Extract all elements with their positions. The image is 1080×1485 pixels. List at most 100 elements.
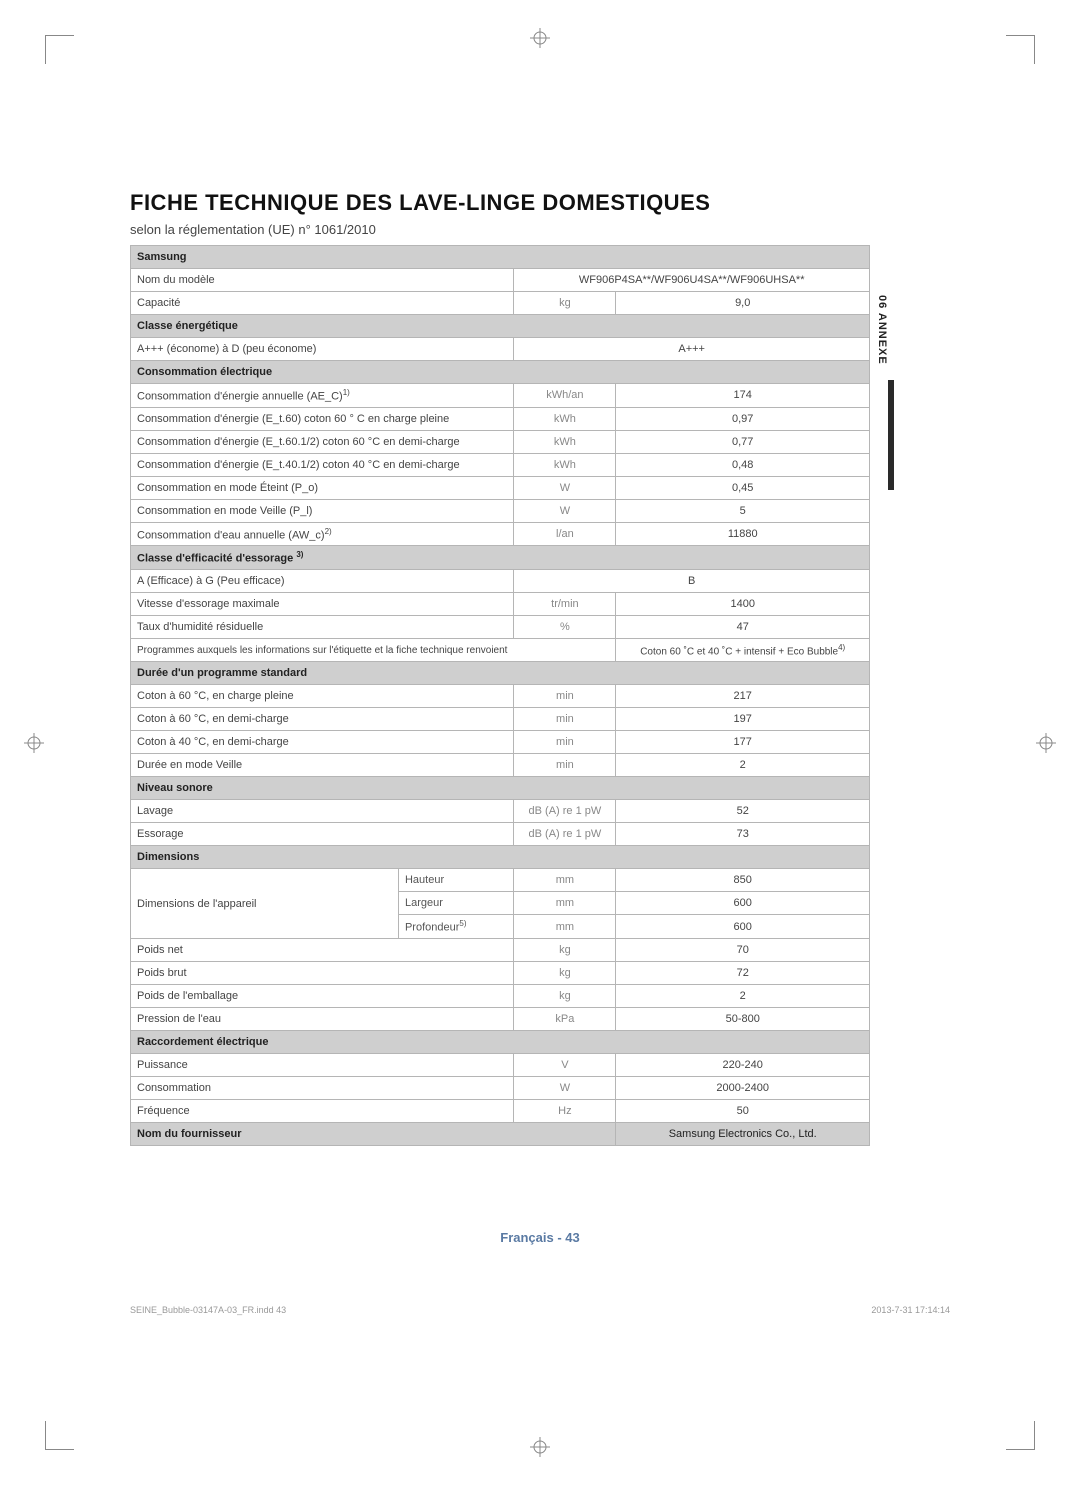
standby-dur-unit: min	[514, 754, 616, 777]
programs-value: Coton 60 ˚C et 40 ˚C + intensif + Eco Bu…	[616, 638, 870, 661]
spin-speed-value: 1400	[616, 592, 870, 615]
page-content: FICHE TECHNIQUE DES LAVE-LINGE DOMESTIQU…	[130, 190, 870, 1146]
electrical-header: Raccordement électrique	[131, 1030, 870, 1053]
et40-half-value: 0,48	[616, 453, 870, 476]
et60-half-value: 0,77	[616, 430, 870, 453]
et60-label: Consommation d'énergie (E_t.60) coton 60…	[131, 407, 514, 430]
pack-weight-label: Poids de l'emballage	[131, 984, 514, 1007]
consumption-value: 2000-2400	[616, 1076, 870, 1099]
cot40-half-unit: min	[514, 731, 616, 754]
dimensions-group-label: Dimensions de l'appareil	[131, 869, 399, 939]
water-label: Consommation d'eau annuelle (AW_c)2)	[131, 522, 514, 546]
cot60-full-label: Coton à 60 °C, en charge pleine	[131, 685, 514, 708]
cot60-full-value: 217	[616, 685, 870, 708]
spin-class-header: Classe d'efficacité d'essorage 3)	[131, 546, 870, 570]
voltage-unit: V	[514, 1053, 616, 1076]
wash-noise-value: 52	[616, 800, 870, 823]
page-subtitle: selon la réglementation (UE) n° 1061/201…	[130, 222, 870, 237]
cot60-full-unit: min	[514, 685, 616, 708]
humidity-value: 47	[616, 615, 870, 638]
capacity-unit: kg	[514, 292, 616, 315]
wash-noise-label: Lavage	[131, 800, 514, 823]
pack-weight-unit: kg	[514, 984, 616, 1007]
frequency-value: 50	[616, 1099, 870, 1122]
et40-half-unit: kWh	[514, 453, 616, 476]
standby-unit: W	[514, 499, 616, 522]
aec-label: Consommation d'énergie annuelle (AE_C)1)	[131, 384, 514, 408]
dim-d-value: 600	[616, 915, 870, 939]
net-weight-label: Poids net	[131, 938, 514, 961]
off-value: 0,45	[616, 476, 870, 499]
registration-mark	[530, 28, 550, 48]
supplier-value: Samsung Electronics Co., Ltd.	[616, 1122, 870, 1145]
gross-weight-label: Poids brut	[131, 961, 514, 984]
et40-half-label: Consommation d'énergie (E_t.40.1/2) coto…	[131, 453, 514, 476]
spin-scale-value: B	[514, 569, 870, 592]
cot40-half-label: Coton à 40 °C, en demi-charge	[131, 731, 514, 754]
dim-h-unit: mm	[514, 869, 616, 892]
registration-mark	[530, 1437, 550, 1457]
et60-unit: kWh	[514, 407, 616, 430]
pack-weight-value: 2	[616, 984, 870, 1007]
dim-h-label: Hauteur	[398, 869, 513, 892]
pressure-unit: kPa	[514, 1007, 616, 1030]
standby-dur-value: 2	[616, 754, 870, 777]
footer-timestamp: 2013-7-31 17:14:14	[871, 1305, 950, 1315]
water-value: 11880	[616, 522, 870, 546]
noise-header: Niveau sonore	[131, 777, 870, 800]
dim-w-label: Largeur	[398, 892, 513, 915]
dimensions-header: Dimensions	[131, 846, 870, 869]
wash-noise-unit: dB (A) re 1 pW	[514, 800, 616, 823]
energy-scale-value: A+++	[514, 338, 870, 361]
net-weight-unit: kg	[514, 938, 616, 961]
dim-d-label: Profondeur5)	[398, 915, 513, 939]
model-name-value: WF906P4SA**/WF906U4SA**/WF906UHSA**	[514, 269, 870, 292]
dim-w-value: 600	[616, 892, 870, 915]
off-label: Consommation en mode Éteint (P_o)	[131, 476, 514, 499]
spin-noise-unit: dB (A) re 1 pW	[514, 823, 616, 846]
crop-mark	[45, 1421, 74, 1450]
consumption-unit: W	[514, 1076, 616, 1099]
section-label: 06 ANNEXE	[876, 295, 888, 365]
registration-mark	[1036, 733, 1056, 753]
dim-w-unit: mm	[514, 892, 616, 915]
footer-filename: SEINE_Bubble-03147A-03_FR.indd 43	[130, 1305, 286, 1315]
humidity-label: Taux d'humidité résiduelle	[131, 615, 514, 638]
voltage-label: Puissance	[131, 1053, 514, 1076]
spin-noise-value: 73	[616, 823, 870, 846]
standby-dur-label: Durée en mode Veille	[131, 754, 514, 777]
et60-half-label: Consommation d'énergie (E_t.60.1/2) coto…	[131, 430, 514, 453]
spin-scale-label: A (Efficace) à G (Peu efficace)	[131, 569, 514, 592]
et60-value: 0,97	[616, 407, 870, 430]
spin-noise-label: Essorage	[131, 823, 514, 846]
standby-value: 5	[616, 499, 870, 522]
pressure-label: Pression de l'eau	[131, 1007, 514, 1030]
cot40-half-value: 177	[616, 731, 870, 754]
cot60-half-value: 197	[616, 708, 870, 731]
page-number: Français - 43	[0, 1230, 1080, 1245]
duration-header: Durée d'un programme standard	[131, 662, 870, 685]
standby-label: Consommation en mode Veille (P_l)	[131, 499, 514, 522]
aec-unit: kWh/an	[514, 384, 616, 408]
net-weight-value: 70	[616, 938, 870, 961]
frequency-label: Fréquence	[131, 1099, 514, 1122]
water-unit: l/an	[514, 522, 616, 546]
crop-mark	[45, 35, 74, 64]
brand-header: Samsung	[131, 246, 870, 269]
humidity-unit: %	[514, 615, 616, 638]
programs-label: Programmes auxquels les informations sur…	[131, 638, 616, 661]
capacity-label: Capacité	[131, 292, 514, 315]
section-indicator-bar	[888, 380, 894, 490]
power-consumption-header: Consommation électrique	[131, 361, 870, 384]
spec-table: Samsung Nom du modèle WF906P4SA**/WF906U…	[130, 245, 870, 1146]
et60-half-unit: kWh	[514, 430, 616, 453]
frequency-unit: Hz	[514, 1099, 616, 1122]
registration-mark	[24, 733, 44, 753]
aec-value: 174	[616, 384, 870, 408]
pressure-value: 50-800	[616, 1007, 870, 1030]
gross-weight-unit: kg	[514, 961, 616, 984]
gross-weight-value: 72	[616, 961, 870, 984]
crop-mark	[1006, 1421, 1035, 1450]
spin-speed-unit: tr/min	[514, 592, 616, 615]
off-unit: W	[514, 476, 616, 499]
